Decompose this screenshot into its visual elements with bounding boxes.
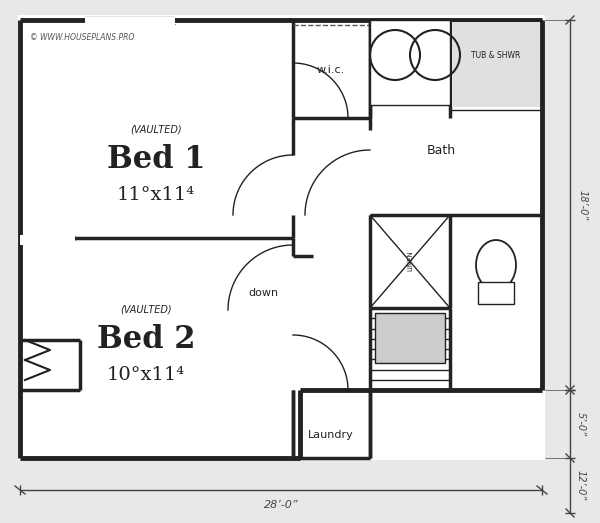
Text: Bed 1: Bed 1: [107, 144, 205, 176]
Text: TUB & SHWR: TUB & SHWR: [472, 51, 521, 60]
Bar: [375, 313, 445, 363]
Text: down: down: [248, 288, 278, 298]
Bar: [85, 17, 175, 27]
Text: LINEN: LINEN: [407, 251, 413, 271]
Text: w.i.c.: w.i.c.: [317, 65, 345, 75]
Bar: [18, 15, 545, 460]
Bar: [478, 282, 514, 304]
Text: 18’-0”: 18’-0”: [578, 190, 588, 220]
Bar: [375, 313, 445, 363]
Text: 12’-0”: 12’-0”: [576, 470, 586, 500]
Text: Laundry: Laundry: [308, 430, 354, 440]
Bar: [452, 22, 540, 107]
Bar: [20, 20, 542, 458]
Text: (VAULTED): (VAULTED): [130, 125, 182, 135]
Text: 5’-0”: 5’-0”: [576, 412, 586, 436]
Text: 28’-0”: 28’-0”: [263, 500, 298, 510]
Text: Bath: Bath: [427, 143, 455, 156]
Ellipse shape: [476, 240, 516, 290]
Bar: [20, 235, 75, 245]
Bar: [370, 20, 450, 105]
Text: (VAULTED): (VAULTED): [120, 305, 172, 315]
Bar: [450, 20, 542, 110]
Bar: [478, 282, 514, 304]
Text: 10°x11⁴: 10°x11⁴: [107, 366, 185, 384]
Text: © WWW.HOUSEPLANS.PRO: © WWW.HOUSEPLANS.PRO: [30, 33, 134, 42]
Text: 11°x11⁴: 11°x11⁴: [117, 186, 195, 204]
Text: Bed 2: Bed 2: [97, 324, 195, 356]
